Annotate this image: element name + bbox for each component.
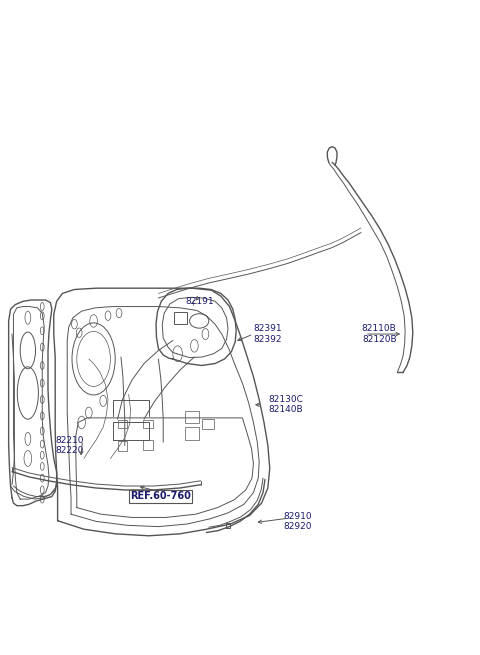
Text: 82130C
82140B: 82130C 82140B bbox=[268, 395, 303, 415]
Bar bbox=[118, 441, 127, 451]
Text: 82391
82392: 82391 82392 bbox=[253, 324, 282, 344]
Text: 82110B
82120B: 82110B 82120B bbox=[362, 324, 396, 344]
Text: 82191: 82191 bbox=[185, 297, 214, 306]
Bar bbox=[143, 440, 153, 450]
Bar bbox=[174, 312, 187, 324]
Text: 82910
82920: 82910 82920 bbox=[283, 512, 312, 531]
Bar bbox=[143, 420, 153, 428]
Text: 82210
82220: 82210 82220 bbox=[55, 436, 84, 455]
Bar bbox=[202, 419, 214, 429]
Text: REF.60-760: REF.60-760 bbox=[131, 491, 191, 502]
Bar bbox=[118, 420, 127, 428]
Bar bbox=[185, 411, 199, 423]
Bar bbox=[185, 427, 199, 440]
